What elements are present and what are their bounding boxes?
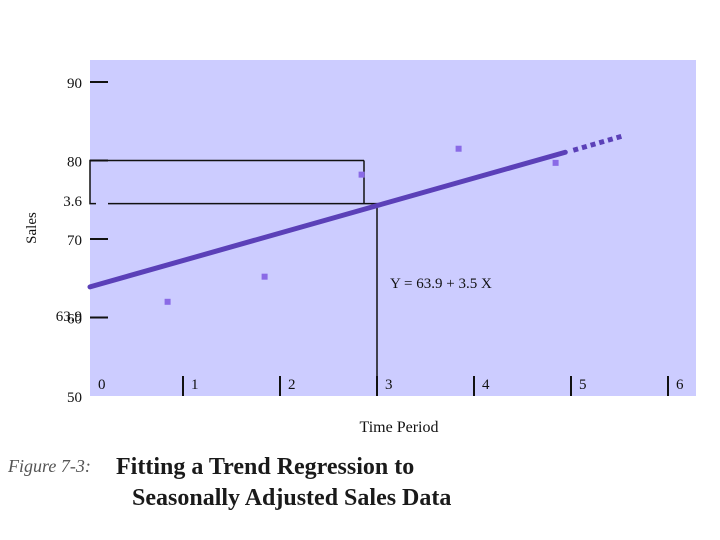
equation-label: Y = 63.9 + 3.5 X <box>390 276 492 292</box>
x-tick-label: 2 <box>288 377 296 393</box>
figure-title: Fitting a Trend Regression to Seasonally… <box>116 452 536 514</box>
trend-line-group <box>87 133 625 290</box>
y-tick-label: 60 <box>67 312 82 328</box>
y-axis-title: Sales <box>24 212 40 244</box>
x-tick-label: 3 <box>385 377 393 393</box>
data-point <box>164 298 171 305</box>
data-points <box>164 145 559 305</box>
plot-background <box>90 60 696 396</box>
x-tick-label: 0 <box>98 377 106 393</box>
trend-regression-chart: 50 60 70 80 90 0 1 2 3 4 5 6 3.6 63.9 Y = 63.9 + 3.5 X… <box>24 60 696 436</box>
data-point <box>455 145 462 152</box>
y-tick-label: 90 <box>67 76 82 92</box>
data-point <box>261 273 268 280</box>
trend-line <box>87 149 568 290</box>
x-tick-label: 5 <box>579 377 587 393</box>
data-point <box>552 159 559 166</box>
x-tick-label: 1 <box>191 377 199 393</box>
intercept-label: 63.9 <box>56 309 82 325</box>
y-tick-label: 50 <box>67 390 82 406</box>
y-tick-label: 80 <box>67 155 82 171</box>
slope-label: 3.6 <box>63 194 82 210</box>
x-tick-label: 6 <box>676 377 684 393</box>
title-line-1: Fitting a Trend Regression to <box>116 454 415 480</box>
y-tick-label: 70 <box>67 233 82 249</box>
guide-lines <box>89 159 381 396</box>
chart-labels: 50 60 70 80 90 0 1 2 3 4 5 6 3.6 63.9 Y = 63.9 + 3.5 X… <box>24 76 684 436</box>
axes <box>90 81 669 396</box>
figure-caption: Figure 7-3: <box>8 456 91 476</box>
x-tick-label: 4 <box>482 377 490 393</box>
data-point <box>358 171 365 178</box>
x-axis-title: Time Period <box>360 419 439 436</box>
title-line-2: Seasonally Adjusted Sales Data <box>132 485 452 511</box>
